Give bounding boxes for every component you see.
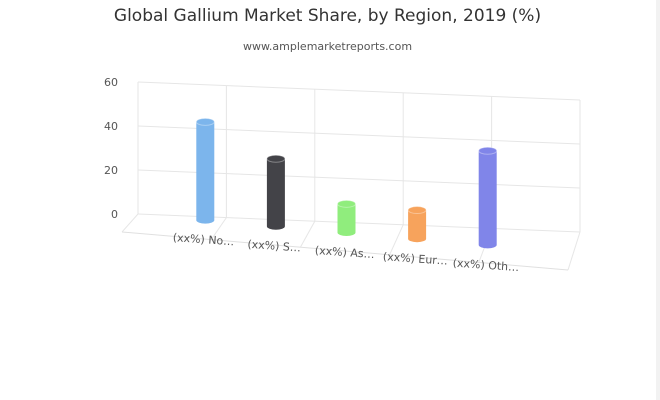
gridline [567,231,581,271]
bar-top [407,206,427,215]
gridline [210,217,227,240]
y-tick-label: 60 [104,76,118,89]
bar [478,146,498,249]
x-tick-label: (xx%) Eur… [382,250,448,268]
bar [407,206,427,243]
x-tick-label: (xx%) S… [247,238,301,255]
bars [195,117,498,249]
bar-body [478,150,497,249]
gridline [389,224,404,256]
bar [337,199,356,236]
x-tick-label: (xx%) No… [172,231,234,248]
page-edge [656,0,660,400]
y-tick-label: 40 [104,120,118,133]
bar [195,117,215,224]
bar-top [195,117,215,126]
y-tick-label: 0 [111,208,118,221]
bar-top [266,154,286,163]
x-tick-label: (xx%) As… [314,244,375,261]
gridline [299,220,316,248]
y-tick-label: 20 [104,164,118,177]
floor-edge [121,231,569,271]
bar-body [266,158,285,230]
bar-top [478,146,498,155]
gridline [137,81,581,101]
bar-body [337,203,356,236]
x-axis: (xx%) No… (xx%) S… (xx%) As… (xx%) Eur… (xx%… [172,231,519,274]
bar-top [337,199,356,208]
gridline [121,213,139,233]
chart-subtitle: www.amplemarketreports.com [242,40,413,53]
x-tick-label: (xx%) Oth… [452,257,519,275]
bar-body [408,210,427,243]
bar-body [196,121,215,224]
bar [266,154,286,230]
chart-title: Global Gallium Market Share, by Region, … [113,6,542,26]
y-axis: 0 20 40 60 [104,76,118,221]
